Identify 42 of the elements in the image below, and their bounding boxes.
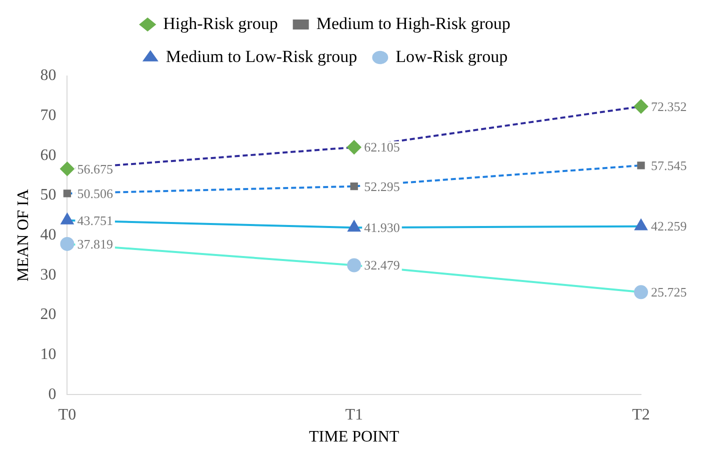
y-tick-label: 10 [40, 346, 56, 363]
point [63, 190, 72, 198]
point [347, 140, 362, 154]
y-tick-label: 40 [40, 226, 56, 244]
y-tick-label: 60 [40, 146, 56, 164]
y-tick-label: 0 [48, 386, 56, 403]
data-label: 72.352 [651, 98, 687, 114]
data-label: 62.105 [364, 140, 400, 155]
data-label: 52.295 [364, 178, 400, 194]
legend-label: High-Risk group [163, 14, 278, 33]
data-label: 32.479 [364, 258, 400, 273]
data-label: 57.545 [651, 158, 687, 173]
y-tick-label: 30 [40, 266, 56, 284]
point [61, 213, 74, 224]
y-tick-label: 70 [40, 107, 56, 124]
y-tick-label: 80 [40, 67, 56, 84]
x-tick-label: T2 [632, 406, 650, 424]
x-tick-label: T1 [345, 406, 363, 424]
point [637, 162, 645, 170]
data-label: 37.819 [77, 236, 113, 252]
y-axis-title: MEAN OF IA [14, 188, 32, 282]
point [348, 220, 360, 232]
data-label: 25.725 [651, 284, 687, 300]
legend-label: Medium to High-Risk group [316, 14, 510, 33]
point [634, 285, 648, 300]
legend-label: Low-Risk group [396, 46, 508, 66]
x-axis-title: TIME POINT [308, 428, 400, 446]
point [350, 182, 358, 190]
data-label: 56.675 [77, 161, 113, 176]
point [347, 258, 362, 272]
data-label: 41.930 [364, 220, 400, 236]
point [634, 219, 648, 230]
data-label: 42.259 [651, 218, 687, 234]
y-tick-label: 20 [40, 306, 56, 324]
y-tick-label: 50 [40, 186, 56, 204]
legend-label: Medium to Low-Risk group [166, 46, 358, 66]
point [60, 236, 74, 251]
data-label: 43.751 [77, 212, 113, 228]
point [60, 162, 74, 176]
x-tick-label: T0 [58, 406, 76, 424]
data-label: 50.506 [77, 186, 114, 201]
point [634, 99, 648, 114]
